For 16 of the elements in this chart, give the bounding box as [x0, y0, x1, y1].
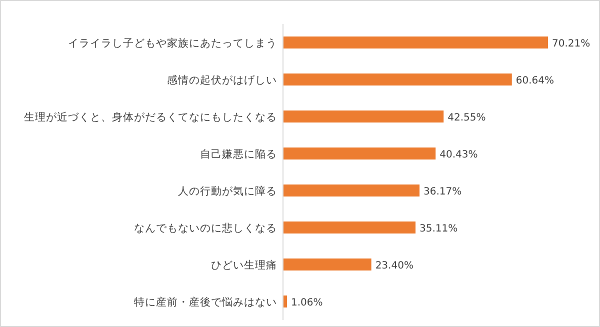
y-tick-label: 生理が近づくと、身体がだるくてなにもしたくなる	[24, 110, 277, 124]
data-label: 42.55%	[448, 112, 486, 124]
y-tick-label: 自己嫌悪に陥る	[200, 148, 277, 160]
y-tick-label: 感情の起伏がはげしい	[167, 74, 277, 86]
data-label: 60.64%	[516, 76, 554, 86]
data-label: 23.40%	[375, 260, 414, 272]
data-label: 40.43%	[440, 150, 478, 160]
data-label: 35.11%	[420, 224, 458, 234]
y-tick-label: 人の行動が気に障る	[178, 184, 277, 198]
data-label: 1.06%	[291, 298, 323, 308]
y-tick-label: ひどい生理痛	[211, 258, 277, 272]
data-label: 70.21%	[552, 38, 590, 50]
y-tick-label: 特に産前・産後で悩みはない	[134, 296, 277, 308]
data-label: 36.17%	[424, 186, 462, 198]
y-tick-label: イライラし子どもや家族にあたってしまう	[68, 36, 277, 50]
y-tick-label: なんでもないのに悲しくなる	[134, 222, 277, 234]
